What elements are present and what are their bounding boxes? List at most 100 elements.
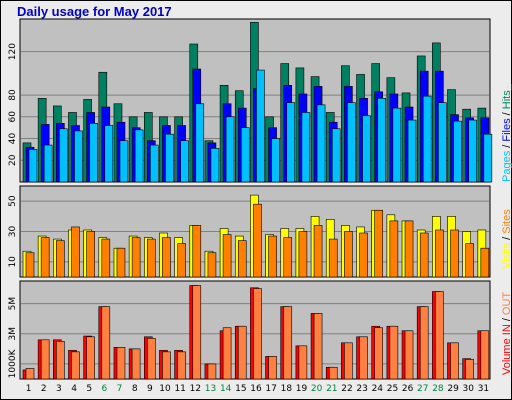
bar-pages-day-18	[286, 102, 296, 183]
bar-sites-day-30	[465, 243, 474, 278]
y-tick-label-visits-0: 10	[8, 256, 18, 268]
x-tick-label-day-21: 21	[326, 384, 337, 394]
bar-sites-day-2	[40, 237, 50, 278]
bar-sites-day-4	[71, 226, 80, 278]
legend-pages-files-hits: Pages / Files / Hits_	[492, 84, 512, 192]
x-tick-label-day-31: 31	[478, 384, 489, 394]
x-tick-label-day-20: 20	[311, 384, 323, 394]
bar-kbytes_out-day-19	[298, 345, 308, 380]
bar-sites-day-1	[25, 252, 35, 278]
bar-kbytes_out-day-12	[192, 285, 202, 380]
legend-bottom-inner-part-3: OUT	[501, 291, 512, 316]
bar-kbytes_out-day-21	[328, 366, 338, 380]
legend-top-inner-part-0: Pages	[501, 150, 512, 182]
y-tick-label-volume-2: 5M	[8, 297, 18, 311]
bar-kbytes_out-day-3	[56, 341, 65, 380]
bar-kbytes_out-day-17	[268, 356, 277, 380]
bar-pages-day-22	[347, 102, 356, 183]
x-tick-label-day-10: 10	[159, 384, 171, 394]
bar-sites-day-10	[162, 237, 171, 278]
bar-sites-day-12	[192, 225, 202, 278]
bar-sites-day-7	[116, 247, 126, 278]
bar-sites-day-24	[374, 209, 384, 278]
bar-sites-day-25	[389, 220, 399, 278]
x-axis-labels: 1 2 3 4 5 6 7 8 9 10 11 12 13 14 15 16 17 18 19 20 21 22 23 24 2…	[26, 384, 489, 394]
bar-sites-day-11	[177, 243, 186, 278]
bar-sites-day-21	[328, 238, 338, 278]
x-tick-label-day-8: 8	[132, 384, 138, 394]
x-tick-label-day-22: 22	[341, 384, 352, 394]
bar-kbytes_out-day-30	[465, 359, 474, 380]
legend-bottom-inner-part-1: IN	[501, 324, 512, 339]
bar-pages-day-11	[180, 140, 189, 183]
bar-pages-day-12	[195, 103, 205, 183]
bar-kbytes_out-day-1	[25, 368, 35, 380]
bar-sites-day-6	[101, 238, 111, 278]
y-tick-label-volume-0: 1000K	[8, 348, 18, 378]
x-tick-label-day-28: 28	[432, 384, 444, 394]
x-tick-label-day-25: 25	[387, 384, 398, 394]
bar-kbytes_out-day-10	[162, 351, 171, 380]
x-tick-label-day-1: 1	[26, 384, 32, 394]
bar-pages-day-29	[453, 120, 462, 183]
bar-kbytes_out-day-18	[283, 306, 293, 380]
x-tick-label-day-15: 15	[235, 384, 246, 394]
x-tick-label-day-6: 6	[102, 384, 108, 394]
x-tick-label-day-24: 24	[372, 384, 384, 394]
bar-sites-day-9	[146, 238, 156, 278]
panel-volume: 1000K 3M 5M	[8, 280, 491, 380]
x-tick-label-day-17: 17	[265, 384, 276, 394]
bar-sites-day-3	[56, 240, 65, 278]
legend-volume-in-out: Volume IN / OUT	[492, 292, 512, 385]
x-tick-label-day-13: 13	[205, 384, 216, 394]
panel-visits: 10 30 50	[8, 185, 491, 278]
bar-kbytes_out-day-20	[313, 313, 323, 380]
x-tick-label-day-30: 30	[463, 384, 475, 394]
bar-sites-day-19	[298, 231, 308, 278]
legend-middle-inner-part-2: Sites	[501, 209, 512, 234]
y-tick-label-hits-1: 40	[8, 133, 18, 145]
bar-sites-day-13	[207, 252, 217, 278]
bar-sites-day-17	[268, 235, 277, 278]
bar-pages-day-7	[119, 140, 129, 183]
y-tick-label-visits-1: 30	[8, 226, 18, 238]
y-tick-label-hits-0: 20	[8, 154, 18, 166]
bar-kbytes_out-day-9	[146, 337, 156, 380]
bar-pages-day-3	[59, 128, 68, 183]
x-tick-label-day-3: 3	[56, 384, 62, 394]
y-tick-label-hits-4: 120	[8, 43, 18, 60]
x-tick-label-day-14: 14	[220, 384, 232, 394]
bar-pages-day-27	[422, 95, 432, 183]
bar-kbytes_out-day-27	[419, 306, 429, 380]
bar-pages-day-4	[74, 130, 83, 183]
bar-pages-day-10	[165, 133, 174, 183]
bar-pages-day-6	[104, 125, 114, 183]
x-tick-label-day-16: 16	[250, 384, 262, 394]
bar-kbytes_out-day-15	[237, 325, 247, 380]
legend-middle-inner-part-0: Visits	[501, 242, 512, 269]
bar-kbytes_out-day-22	[344, 342, 353, 380]
bar-kbytes_out-day-5	[86, 336, 95, 380]
x-tick-label-day-19: 19	[296, 384, 308, 394]
bar-pages-day-26	[407, 119, 417, 183]
bar-kbytes_out-day-26	[404, 330, 414, 380]
bar-kbytes_out-day-25	[389, 325, 399, 380]
bar-pages-day-8	[134, 129, 144, 183]
bar-pages-day-16	[256, 69, 265, 183]
bar-pages-day-5	[89, 123, 98, 183]
bar-sites-day-20	[313, 225, 323, 278]
x-tick-label-day-2: 2	[41, 384, 47, 394]
legend-visits-sites: Visits / Sites	[492, 209, 512, 279]
bar-pages-day-1	[28, 149, 38, 183]
bar-pages-day-24	[377, 98, 387, 183]
legend-top-inner-part-5: _	[501, 84, 512, 91]
bar-pages-day-15	[240, 127, 250, 183]
legend-top-inner-part-1: /	[501, 141, 512, 151]
bar-sites-day-29	[450, 229, 459, 278]
x-tick-label-day-7: 7	[117, 384, 123, 394]
bar-sites-day-8	[131, 237, 141, 278]
legend-bottom-inner-part-0: Volume	[501, 338, 512, 375]
bar-kbytes_out-day-23	[359, 336, 368, 380]
bar-kbytes_out-day-4	[71, 351, 80, 380]
